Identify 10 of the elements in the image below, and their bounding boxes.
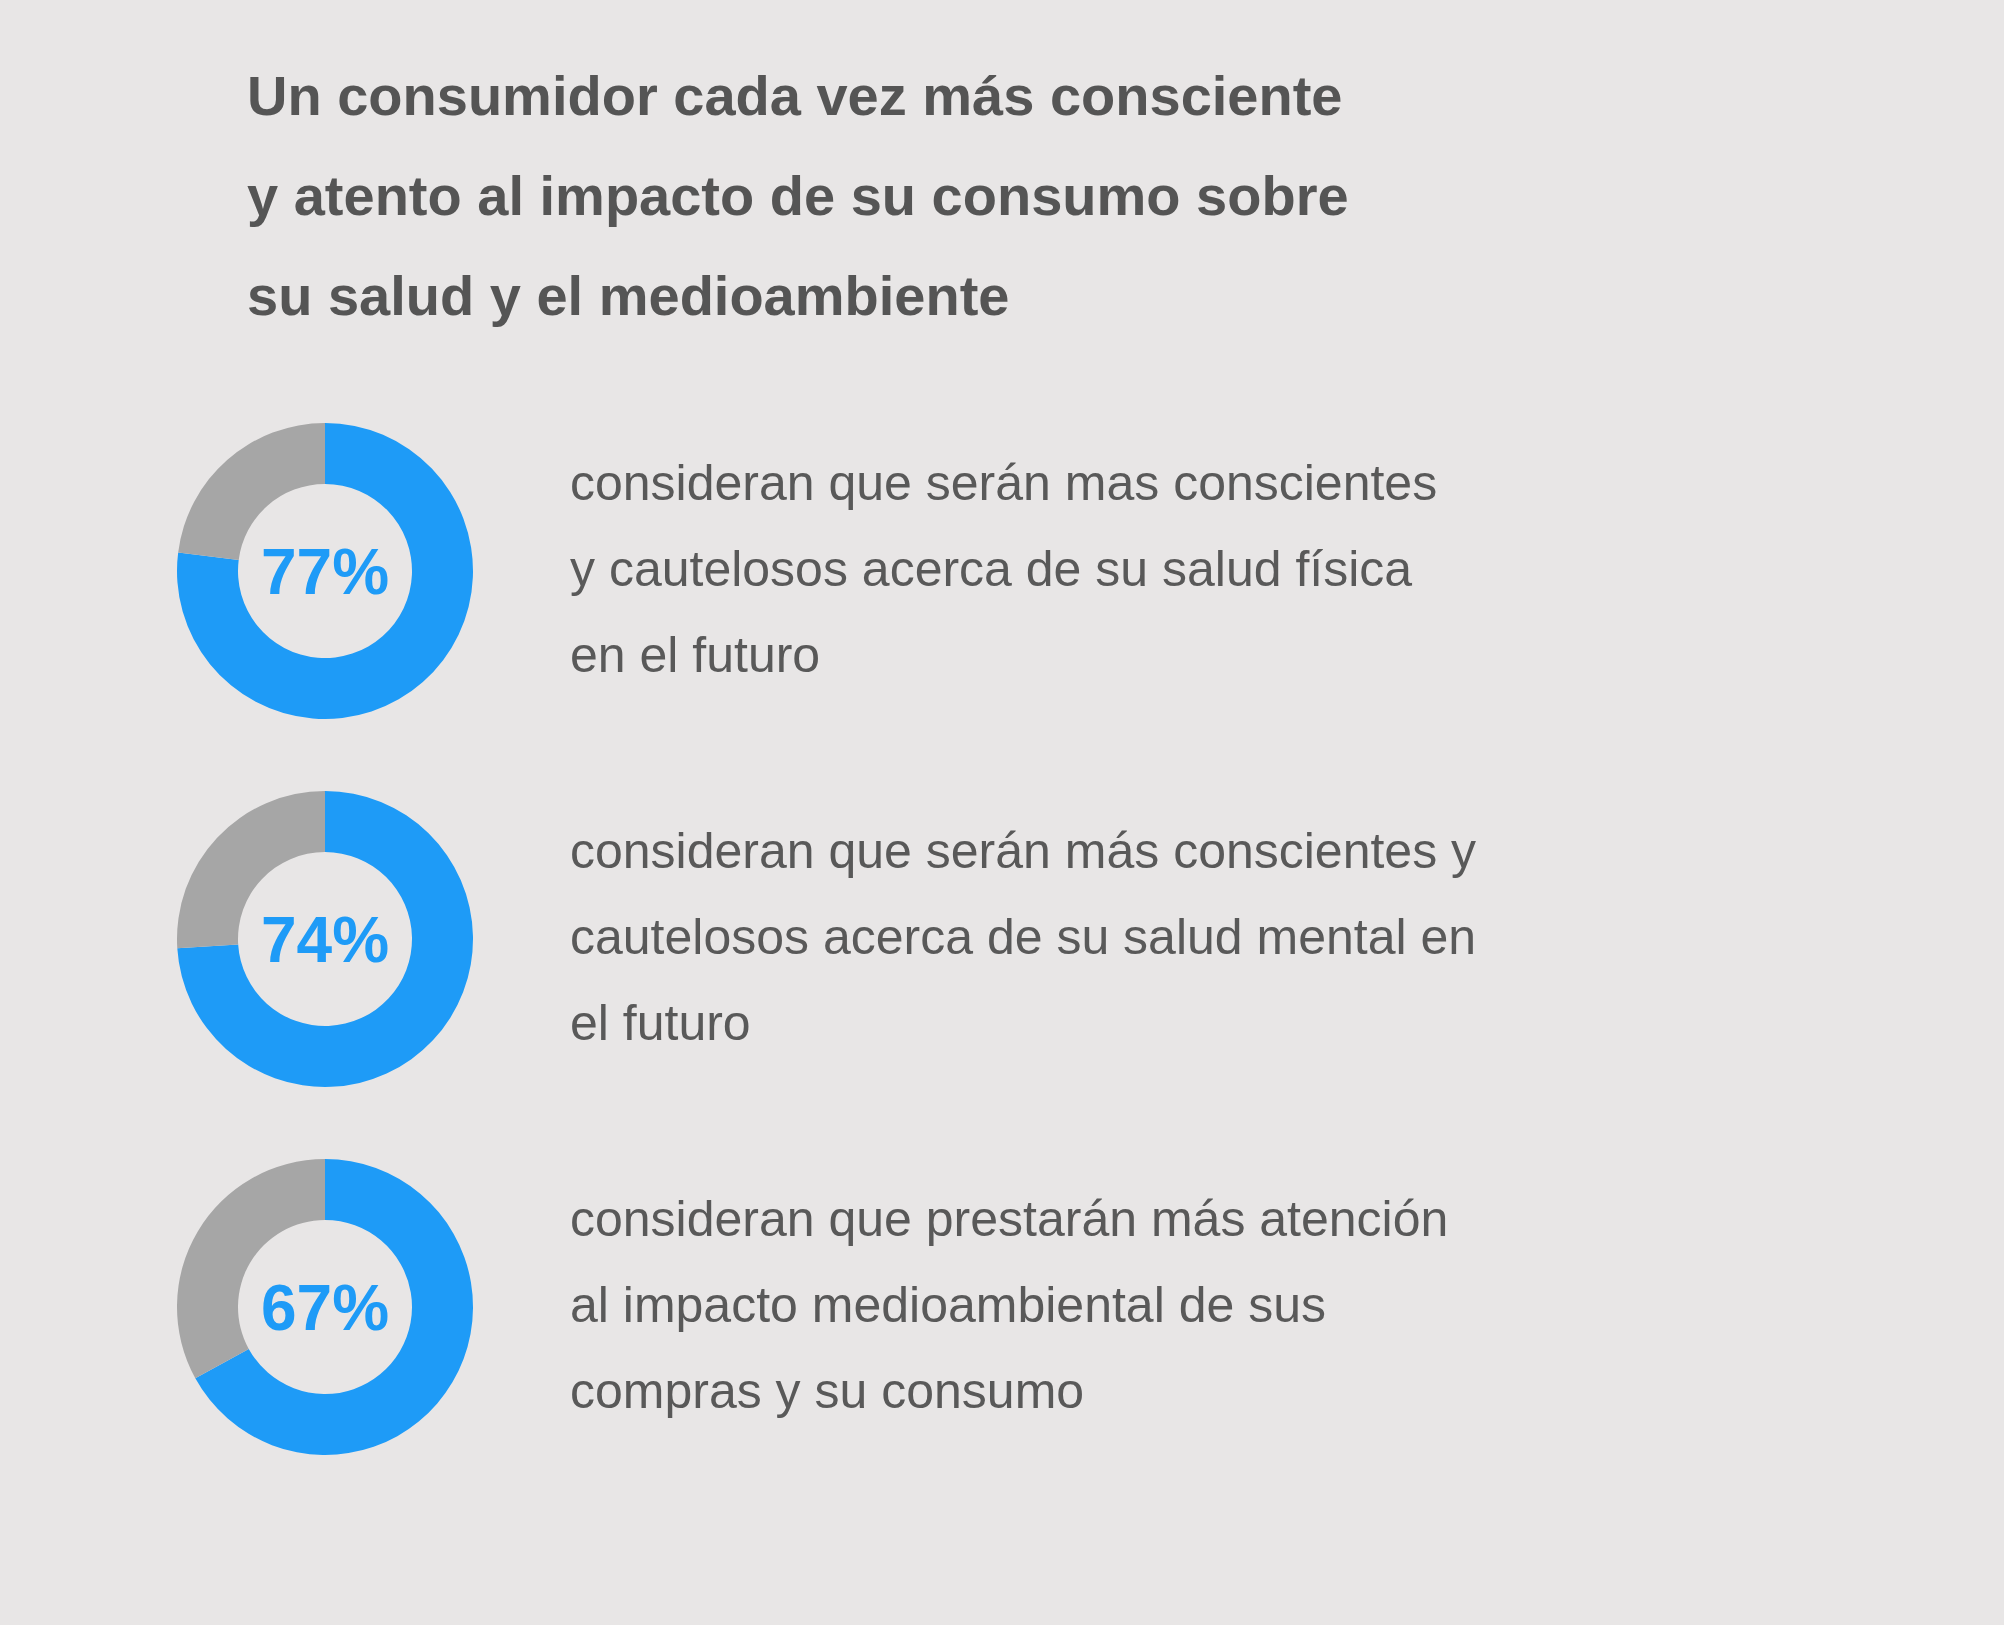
data-label: 77%	[260, 536, 390, 608]
donut-slice	[177, 791, 473, 1087]
text: consideran que serán más conscientes y cautelosos acerca de su salud mental en el futuro	[570, 823, 1477, 1051]
data-label: 67%	[260, 1272, 390, 1344]
donut-slice	[195, 1159, 473, 1455]
donut-slice	[177, 423, 473, 719]
text: consideran que serán mas conscientes y cautelosos acerca de su salud física en el futuro	[570, 455, 1438, 683]
text: consideran que prestarán más atención al impacto medioambiental de sus compras y su consumo	[570, 1191, 1449, 1419]
text: Un consumidor cada vez más consciente y atento al impacto de su consumo sobre su salud y el medioambiente	[247, 64, 1349, 327]
data-label: 74%	[260, 904, 390, 976]
